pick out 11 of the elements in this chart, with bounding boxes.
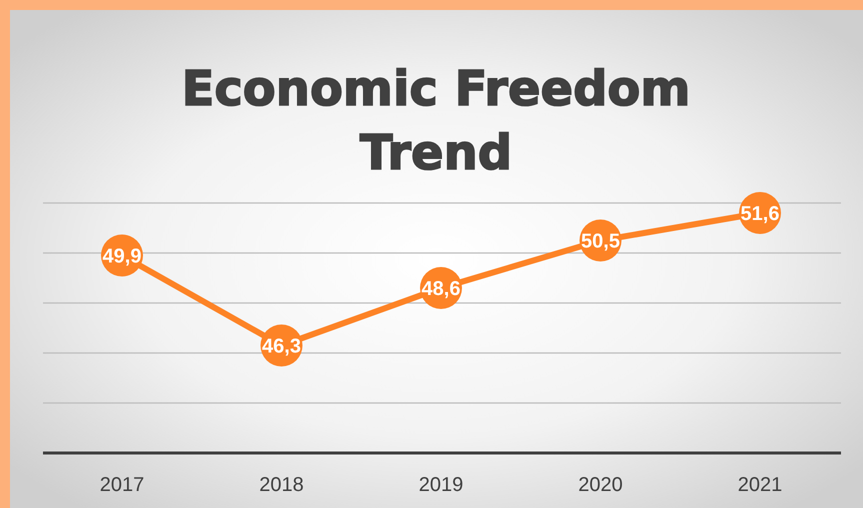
- x-tick-label: 2019: [418, 474, 464, 496]
- x-tick-label: 2018: [259, 474, 304, 496]
- x-tick-label: 2020: [578, 474, 623, 496]
- data-label: 48,6: [422, 278, 460, 300]
- data-label: 50,5: [581, 230, 620, 252]
- chart-title: Economic Freedom Trend: [182, 61, 690, 181]
- x-tick-label: 2021: [738, 474, 782, 496]
- data-label: 51,6: [740, 203, 780, 225]
- x-tick-label: 2017: [100, 474, 144, 496]
- data-label: 49,9: [102, 246, 142, 268]
- data-label: 46,3: [262, 336, 301, 358]
